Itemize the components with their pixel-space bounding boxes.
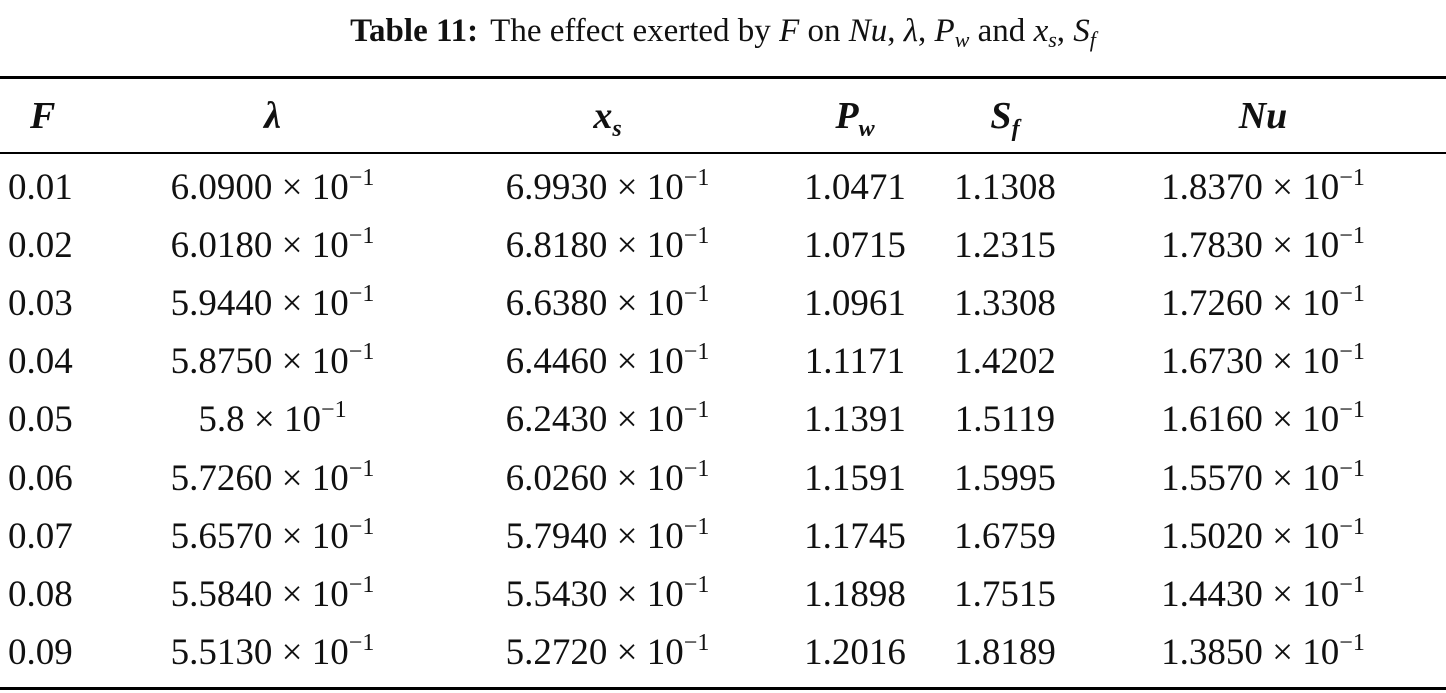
cell-pw: 1.0961 <box>804 282 906 324</box>
cell-sf: 1.5995 <box>954 457 1056 499</box>
header-pw: Pw <box>835 94 875 142</box>
cell-sf: 1.4202 <box>954 341 1056 383</box>
caption-label: Table 11: <box>350 12 479 49</box>
table-bottom-rule <box>0 687 1446 690</box>
header-sf: Sf <box>990 94 1020 142</box>
cell-f: 0.04 <box>8 341 73 383</box>
cell-sf: 1.8189 <box>954 632 1056 674</box>
cell-xs: 5.5430 × 10−1 <box>505 571 710 615</box>
cell-f: 0.07 <box>8 515 73 557</box>
table-top-rule <box>0 76 1446 79</box>
cell-sf: 1.7515 <box>954 573 1056 615</box>
table-caption: Table 11: The effect exerted by F on Nu,… <box>0 0 1446 62</box>
cell-sf: 1.5119 <box>954 399 1056 441</box>
data-table: F λ xs Pw Sf Nu 0.01 6.0900 × 10−1 6.9930 … <box>0 79 1446 682</box>
cell-lambda: 5.8 × 10−1 <box>198 397 347 441</box>
table-row: 0.01 6.0900 × 10−1 6.9930 × 10−1 1.0471 1.13… <box>0 152 1446 216</box>
cell-f: 0.06 <box>8 457 73 499</box>
table-row: 0.08 5.5840 × 10−1 5.5430 × 10−1 1.1898 1.75… <box>0 565 1446 623</box>
cell-sf: 1.6759 <box>954 515 1056 557</box>
cell-nu: 1.4430 × 10−1 <box>1161 571 1365 615</box>
cell-pw: 1.1391 <box>804 399 906 441</box>
cell-pw: 1.1591 <box>804 457 906 499</box>
cell-xs: 5.2720 × 10−1 <box>505 630 710 674</box>
header-xs: xs <box>593 94 622 142</box>
cell-sf: 1.1308 <box>954 166 1056 208</box>
cell-nu: 1.6730 × 10−1 <box>1161 339 1365 383</box>
cell-xs: 6.9930 × 10−1 <box>505 164 710 208</box>
cell-nu: 1.6160 × 10−1 <box>1161 397 1365 441</box>
cell-nu: 1.3850 × 10−1 <box>1161 630 1365 674</box>
caption-text: The effect exerted by F on Nu, λ, Pw and… <box>490 12 1096 52</box>
table-row: 0.03 5.9440 × 10−1 6.6380 × 10−1 1.0961 1.33… <box>0 274 1446 332</box>
cell-f: 0.05 <box>8 399 73 441</box>
cell-xs: 6.2430 × 10−1 <box>505 397 710 441</box>
cell-sf: 1.3308 <box>954 282 1056 324</box>
cell-pw: 1.0471 <box>804 166 906 208</box>
cell-pw: 1.1898 <box>804 573 906 615</box>
header-row: F λ xs Pw Sf Nu <box>0 79 1446 152</box>
table-row: 0.06 5.7260 × 10−1 6.0260 × 10−1 1.1591 1.59… <box>0 449 1446 507</box>
cell-lambda: 5.9440 × 10−1 <box>170 280 375 324</box>
cell-xs: 6.8180 × 10−1 <box>505 222 710 266</box>
header-lambda: λ <box>264 94 281 137</box>
cell-nu: 1.5570 × 10−1 <box>1161 455 1365 499</box>
cell-lambda: 5.5130 × 10−1 <box>170 630 375 674</box>
header-nu: Nu <box>1238 94 1288 137</box>
cell-lambda: 5.5840 × 10−1 <box>170 571 375 615</box>
cell-lambda: 5.6570 × 10−1 <box>170 513 375 557</box>
table-row: 0.07 5.6570 × 10−1 5.7940 × 10−1 1.1745 1.67… <box>0 507 1446 565</box>
cell-nu: 1.7260 × 10−1 <box>1161 280 1365 324</box>
table-row: 0.02 6.0180 × 10−1 6.8180 × 10−1 1.0715 1.23… <box>0 216 1446 274</box>
cell-f: 0.01 <box>8 166 73 208</box>
cell-pw: 1.1171 <box>804 341 906 383</box>
cell-nu: 1.5020 × 10−1 <box>1161 513 1365 557</box>
cell-xs: 6.6380 × 10−1 <box>505 280 710 324</box>
cell-lambda: 6.0900 × 10−1 <box>170 164 375 208</box>
cell-f: 0.08 <box>8 573 73 615</box>
cell-pw: 1.2016 <box>804 632 906 674</box>
cell-f: 0.02 <box>8 224 73 266</box>
cell-nu: 1.7830 × 10−1 <box>1161 222 1365 266</box>
cell-xs: 6.0260 × 10−1 <box>505 455 710 499</box>
table-row: 0.05 5.8 × 10−1 6.2430 × 10−1 1.1391 1.5119 1… <box>0 391 1446 449</box>
cell-pw: 1.0715 <box>804 224 906 266</box>
table-header-rule <box>0 152 1446 154</box>
header-f: F <box>30 94 56 137</box>
cell-lambda: 5.7260 × 10−1 <box>170 455 375 499</box>
cell-f: 0.03 <box>8 282 73 324</box>
cell-xs: 6.4460 × 10−1 <box>505 339 710 383</box>
table-row: 0.09 5.5130 × 10−1 5.2720 × 10−1 1.2016 1.81… <box>0 624 1446 682</box>
cell-sf: 1.2315 <box>954 224 1056 266</box>
table-row: 0.04 5.8750 × 10−1 6.4460 × 10−1 1.1171 1.42… <box>0 333 1446 391</box>
cell-lambda: 5.8750 × 10−1 <box>170 339 375 383</box>
cell-nu: 1.8370 × 10−1 <box>1161 164 1365 208</box>
cell-xs: 5.7940 × 10−1 <box>505 513 710 557</box>
cell-pw: 1.1745 <box>804 515 906 557</box>
cell-lambda: 6.0180 × 10−1 <box>170 222 375 266</box>
cell-f: 0.09 <box>8 632 73 674</box>
